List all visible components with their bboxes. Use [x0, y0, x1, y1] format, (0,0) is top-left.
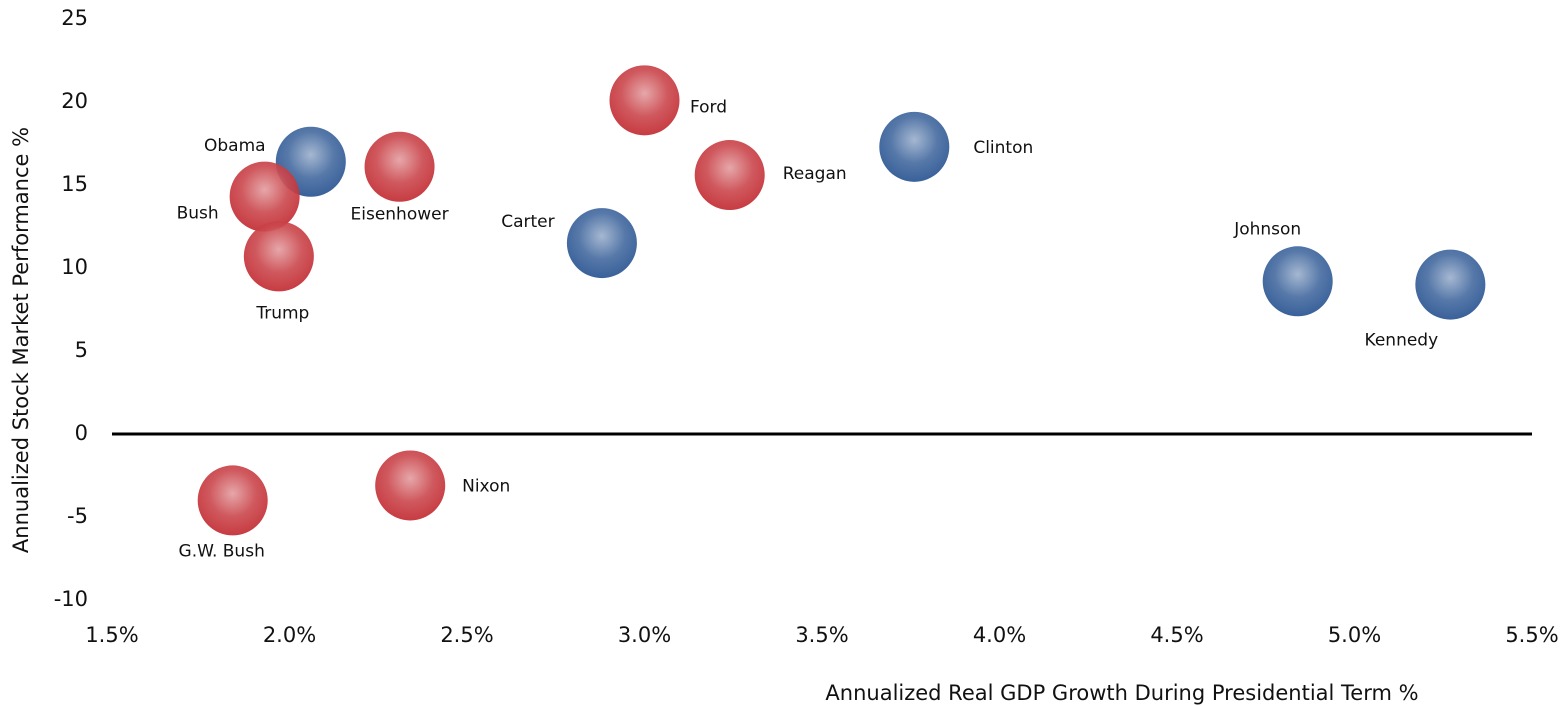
point [243, 221, 314, 292]
y-tick-label: -5 [67, 504, 88, 528]
point-label: Eisenhower [351, 205, 449, 225]
point [364, 131, 435, 202]
point-shade [197, 465, 268, 536]
x-tick-label: 1.5% [85, 623, 138, 647]
y-tick-label: 15 [61, 172, 88, 196]
point [375, 450, 446, 521]
point-shade [1262, 246, 1333, 317]
point [879, 111, 950, 182]
point [694, 140, 765, 211]
x-tick-label: 2.0% [263, 623, 316, 647]
point [197, 465, 268, 536]
point-label: Johnson [1233, 219, 1301, 239]
point-label: Carter [501, 212, 554, 232]
point-label: G.W. Bush [179, 541, 265, 561]
point-shade [566, 208, 637, 279]
x-tick-label: 5.0% [1328, 623, 1381, 647]
point-label: Obama [204, 136, 266, 156]
y-axis-title: Annualized Stock Market Performance % [9, 127, 33, 553]
point-shade [1415, 249, 1486, 320]
point-label: Kennedy [1365, 331, 1439, 351]
point-shade [364, 131, 435, 202]
point-shade [879, 111, 950, 182]
y-tick-label: 25 [61, 6, 88, 30]
y-tick-label: 20 [61, 89, 88, 113]
y-tick-label: 0 [75, 421, 88, 445]
point-label: Nixon [462, 476, 510, 496]
x-tick-label: 5.5% [1505, 623, 1558, 647]
point [566, 208, 637, 279]
point-label: Bush [177, 204, 219, 224]
x-tick-label: 4.0% [973, 623, 1026, 647]
point [229, 161, 300, 232]
point-label: Reagan [783, 164, 847, 184]
x-tick-label: 3.5% [795, 623, 848, 647]
point-shade [609, 65, 680, 136]
point [609, 65, 680, 136]
x-tick-label: 3.0% [618, 623, 671, 647]
y-tick-label: 5 [75, 338, 88, 362]
point-shade [243, 221, 314, 292]
point [1262, 246, 1333, 317]
x-tick-label: 4.5% [1150, 623, 1203, 647]
point-label: Trump [255, 303, 309, 323]
point-label: Ford [690, 97, 727, 117]
point-shade [694, 140, 765, 211]
point-shade [375, 450, 446, 521]
point [1415, 249, 1486, 320]
y-tick-label: -10 [54, 587, 88, 611]
y-tick-label: 10 [61, 255, 88, 279]
point-label: Clinton [973, 138, 1033, 158]
point-shade [229, 161, 300, 232]
x-axis-title: Annualized Real GDP Growth During Presid… [825, 681, 1418, 705]
x-tick-label: 2.5% [440, 623, 493, 647]
